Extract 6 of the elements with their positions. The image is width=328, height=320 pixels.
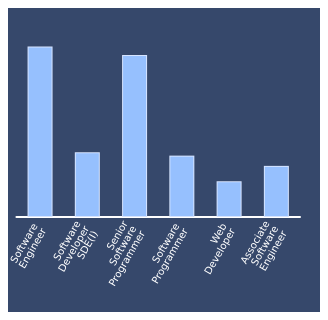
- bar: [122, 55, 148, 217]
- bar: [28, 46, 53, 217]
- bar: [74, 152, 100, 217]
- bar: [216, 181, 242, 217]
- bar: [264, 166, 289, 217]
- bar: [169, 156, 194, 217]
